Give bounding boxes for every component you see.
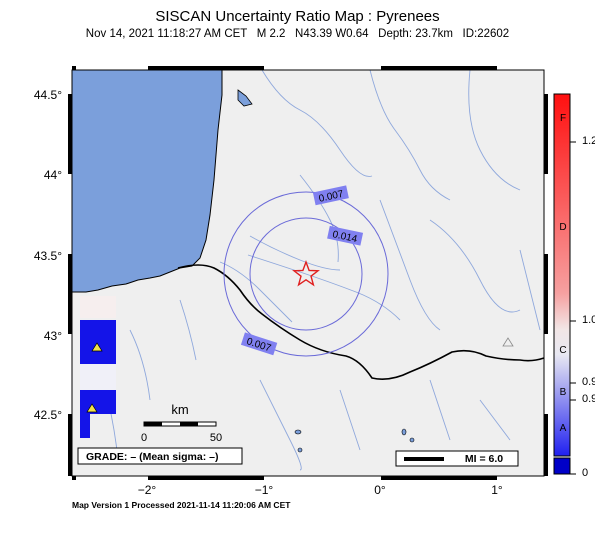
contour-label-outer-top: 0.007 (312, 185, 349, 206)
lakes (294, 428, 415, 453)
event-info-line: Nov 14, 2021 11:18:27 AM CET M 2.2 N43.3… (85, 28, 510, 40)
uncertainty-cells (80, 296, 116, 438)
processing-footer: Map Version 1 Processed 2021-11-14 11:20… (72, 500, 291, 510)
grade-letter-a: A (559, 423, 567, 434)
lat-label-43: 43° (43, 329, 62, 343)
grade-letter-d: D (559, 222, 567, 233)
scale-end-label: 50 (210, 432, 222, 444)
scale-bar (143, 421, 217, 427)
station-icon (91, 342, 103, 352)
colorbar-value: 0.9 (582, 393, 595, 405)
station-icon (502, 337, 514, 347)
grade-letter-f: F (559, 113, 567, 124)
rivers (107, 69, 541, 471)
lagoon (237, 89, 253, 107)
svg-text:0.007: 0.007 (318, 189, 345, 205)
map-title: SISCAN Uncertainty Ratio Map : Pyrenees (155, 8, 440, 25)
contour-outer (223, 191, 389, 357)
colorbar (553, 93, 576, 475)
colorbar-value: 1.2 (582, 135, 595, 147)
scale-unit-label: km (171, 402, 188, 417)
colorbar-value: 0 (582, 467, 589, 479)
lat-label-43-5: 43.5° (33, 249, 62, 263)
sea-area (71, 69, 223, 293)
svg-text:MI = 6.0: MI = 6.0 (465, 453, 503, 465)
svg-text:GRADE: – (Mean sigma: –): GRADE: – (Mean sigma: –) (86, 451, 218, 463)
lat-label-44: 44° (43, 168, 62, 182)
lon-label-0: 0° (374, 483, 386, 497)
colorbar-value: 0.9 (582, 376, 595, 388)
lon-label-minus1: −1° (254, 483, 274, 497)
lat-label-44-5: 44.5° (33, 88, 62, 102)
station-icon (86, 403, 98, 413)
lon-label-1: 1° (491, 483, 503, 497)
lat-label-42-5: 42.5° (33, 408, 62, 422)
colorbar-value: 1.0 (582, 314, 595, 326)
epicenter-star-icon (292, 259, 320, 287)
contour-label-inner: 0.014 (327, 225, 364, 246)
national-border (177, 264, 545, 380)
grade-letter-c: C (559, 345, 567, 356)
mi-legend: MI = 6.0 (395, 450, 519, 467)
grade-box: GRADE: – (Mean sigma: –) (77, 447, 243, 465)
lon-label-minus2: −2° (137, 483, 157, 497)
scale-start-label: 0 (141, 432, 147, 444)
contour-inner (249, 217, 363, 331)
frame-ticks (68, 66, 548, 480)
svg-text:0.014: 0.014 (331, 229, 358, 245)
grade-letter-b: B (559, 387, 567, 398)
